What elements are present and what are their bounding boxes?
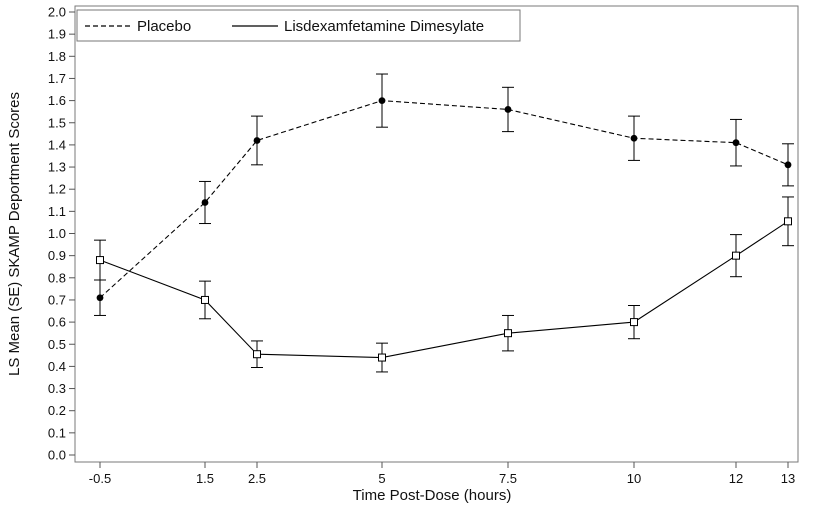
data-point	[96, 256, 104, 265]
legend: Placebo Lisdexamfetamine Dimesylate	[76, 9, 521, 42]
y-tick-label: 0.3	[48, 381, 66, 396]
legend-label-placebo: Placebo	[137, 18, 191, 35]
y-tick-label: 1.5	[48, 115, 66, 130]
data-point	[201, 295, 209, 304]
data-point	[732, 251, 740, 260]
data-point	[253, 350, 261, 359]
y-tick-label: 0.5	[48, 337, 66, 352]
data-point	[732, 139, 740, 147]
series-line	[99, 100, 789, 299]
y-tick-label: 1.2	[48, 182, 66, 197]
x-tick-label: -0.5	[89, 471, 111, 486]
y-tick-label: 0.0	[48, 448, 66, 463]
y-tick-label: 0.2	[48, 403, 66, 418]
x-axis: -0.5 1.5 2.5 5 7.5 10 12 13	[89, 462, 795, 486]
data-point	[630, 134, 638, 142]
y-tick-label: 0.8	[48, 270, 66, 285]
data-point	[96, 294, 104, 302]
y-tick-label: 1.9	[48, 27, 66, 42]
data-point	[504, 106, 512, 113]
data-point	[378, 353, 386, 362]
data-point	[201, 199, 209, 206]
x-tick-label: 1.5	[196, 471, 214, 486]
series-layer	[94, 73, 794, 373]
x-tick-label: 12	[729, 471, 743, 486]
y-tick-label: 0.4	[48, 359, 66, 374]
plot-frame	[74, 5, 799, 463]
x-tick-label: 7.5	[499, 471, 517, 486]
data-point	[784, 217, 792, 226]
legend-box	[76, 9, 521, 42]
y-tick-label: 1.8	[48, 49, 66, 64]
x-tick-label: 10	[627, 471, 641, 486]
x-axis-title: Time Post-Dose (hours)	[353, 487, 512, 504]
series-lisdexamfetamine	[94, 196, 794, 373]
data-point	[253, 137, 261, 144]
x-tick-label: 13	[781, 471, 795, 486]
y-tick-label: 0.7	[48, 292, 66, 307]
data-point	[504, 329, 512, 338]
y-tick-label: 0.1	[48, 425, 66, 440]
x-tick-label: 2.5	[248, 471, 266, 486]
x-tick-label: 5	[378, 471, 385, 486]
y-tick-label: 1.1	[48, 204, 66, 219]
data-point	[784, 161, 792, 169]
y-tick-label: 1.0	[48, 226, 66, 241]
y-tick-label: 1.3	[48, 160, 66, 175]
y-tick-label: 1.6	[48, 93, 66, 108]
y-tick-label: 1.7	[48, 71, 66, 86]
legend-label-lisdexamfetamine: Lisdexamfetamine Dimesylate	[284, 18, 484, 35]
y-tick-label: 1.4	[48, 137, 66, 152]
data-point	[378, 97, 386, 104]
series-line	[99, 220, 789, 359]
y-tick-label: 0.6	[48, 315, 66, 330]
data-point	[630, 318, 638, 327]
y-tick-label: 0.9	[48, 248, 66, 263]
y-axis-title: LS Mean (SE) SKAMP Deportment Scores	[6, 92, 23, 376]
y-tick-label: 2.0	[48, 5, 66, 20]
y-axis: 0.0 0.1 0.2 0.3 0.4 0.5 0.6 0.7 0.8 0.9 1.0 1.1 1.2 1…	[48, 5, 75, 463]
series-placebo	[94, 73, 794, 316]
